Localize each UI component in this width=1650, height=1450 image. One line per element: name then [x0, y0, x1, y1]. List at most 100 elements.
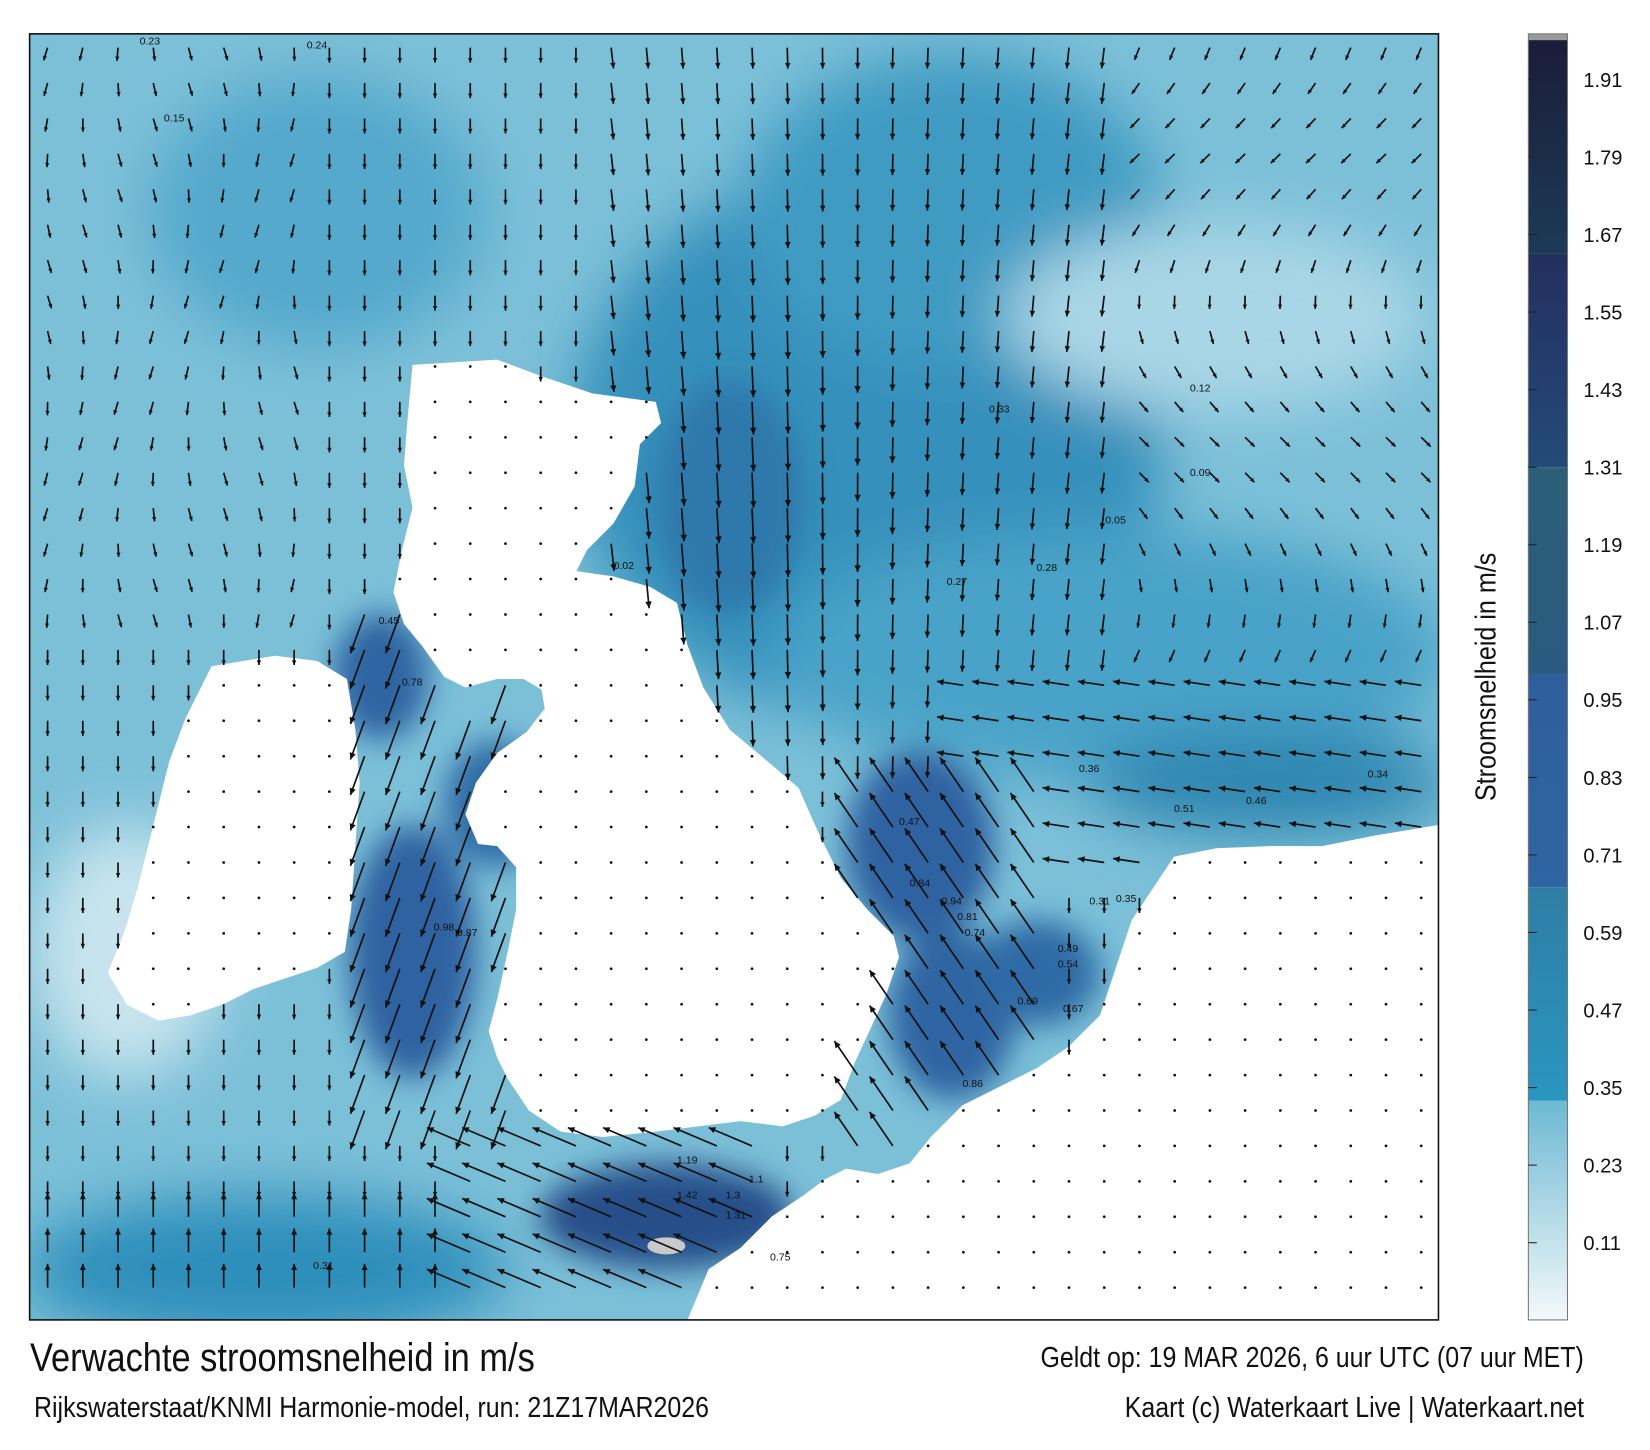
current-arrowhead [1277, 623, 1282, 628]
land-grid-dot [644, 1002, 648, 1006]
current-arrowhead [1415, 55, 1420, 60]
current-arrowhead [1240, 268, 1245, 273]
current-arrowhead [889, 772, 896, 779]
land-grid-dot [1419, 967, 1423, 971]
current-arrowhead [79, 91, 84, 97]
current-arrowhead [432, 341, 438, 347]
land-grid-dot [1278, 1250, 1282, 1254]
map-area[interactable]: 0.23 0.240.150.310.450.780.98 0.870.840.94… [21, 33, 1449, 1343]
current-arrowhead [820, 802, 825, 807]
current-arrow [349, 933, 366, 973]
current-arrowhead [255, 1228, 262, 1235]
current-value-label: 1.31 [726, 1209, 747, 1221]
current-arrowhead [462, 1162, 470, 1169]
current-arrowhead [1345, 268, 1350, 273]
current-arrowhead [1394, 750, 1402, 757]
current-arrowhead [714, 278, 722, 286]
land-grid-dot [680, 931, 683, 935]
current-arrowhead [83, 268, 88, 273]
current-arrow [708, 1162, 753, 1183]
current-arrowhead [1029, 558, 1036, 565]
current-arrowhead [1241, 623, 1246, 628]
land-grid-dot [468, 400, 472, 404]
current-arrowhead [1064, 204, 1071, 211]
land-grid-dot [680, 896, 683, 900]
current-arrowhead [940, 757, 947, 765]
land-grid-dot [1102, 1215, 1106, 1219]
current-arrowhead [80, 731, 86, 736]
land-grid-dot [257, 683, 261, 687]
current-arrowhead [1206, 623, 1211, 628]
current-arrowhead [679, 278, 687, 285]
current-arrowhead [924, 240, 931, 247]
current-arrowhead [188, 516, 193, 522]
land-grid-dot [292, 896, 296, 900]
current-arrowhead [673, 1127, 681, 1134]
land-grid-dot [1243, 896, 1247, 900]
current-arrowhead [715, 638, 722, 646]
current-arrowhead [115, 766, 121, 772]
current-arrowhead [1387, 550, 1392, 556]
current-arrowhead [115, 731, 121, 736]
current-arrowhead [1143, 514, 1148, 519]
current-arrowhead [151, 1050, 156, 1055]
current-arrowhead [994, 275, 1001, 282]
land-grid-dot [644, 1109, 648, 1112]
current-arrowhead [1306, 194, 1312, 200]
current-arrowhead [1139, 339, 1144, 344]
current-arrowhead [490, 716, 497, 725]
land-grid-dot [680, 1073, 683, 1077]
current-arrowhead [1179, 442, 1185, 447]
current-arrowhead [1341, 123, 1347, 129]
current-arrowhead [1412, 194, 1417, 200]
current-arrow [939, 969, 965, 1005]
current-arrow [461, 1162, 506, 1183]
land-grid-dot [327, 931, 331, 935]
current-arrow [349, 826, 366, 867]
current-arrowhead [749, 242, 756, 249]
land-grid-dot [1102, 1109, 1106, 1112]
current-arrowhead [1144, 477, 1149, 483]
current-arrowhead [749, 134, 756, 140]
current-arrowhead [290, 126, 295, 132]
current-arrowhead [397, 447, 403, 453]
land-grid-dot [187, 825, 190, 829]
current-arrow [637, 1126, 682, 1147]
current-arrowhead [679, 205, 686, 212]
current-arrowhead [327, 270, 332, 276]
current-arrowhead [79, 1263, 86, 1271]
land-grid-dot [433, 542, 437, 545]
current-arrowhead [904, 863, 912, 872]
current-value-label: 0.67 [1063, 1003, 1084, 1015]
current-value-label: 1.42 [677, 1189, 698, 1201]
current-arrowhead [994, 594, 1001, 601]
current-arrowhead [645, 531, 652, 539]
current-arrowhead [819, 62, 826, 69]
land-grid-dot [609, 825, 613, 829]
current-arrow [497, 1197, 542, 1218]
current-arrowhead [1425, 514, 1430, 519]
current-arrowhead [1134, 268, 1139, 273]
current-arrowhead [645, 277, 651, 284]
land-grid-dot [680, 648, 683, 652]
current-arrowhead [1247, 373, 1252, 379]
current-arrow [1009, 934, 1035, 970]
current-arrowhead [384, 964, 391, 973]
current-arrowhead [80, 837, 86, 843]
colorbar-band [1528, 34, 1568, 254]
current-arrowhead [79, 410, 84, 415]
current-arrowhead [538, 235, 543, 240]
current-arrowhead [638, 1198, 646, 1205]
current-arrowhead [1200, 123, 1206, 129]
current-arrowhead [1425, 407, 1430, 413]
current-arrowhead [714, 62, 721, 69]
current-arrowhead [1066, 908, 1072, 913]
current-arrowhead [1169, 657, 1173, 663]
current-arrowhead [1204, 657, 1209, 663]
current-arrowhead [959, 595, 966, 602]
land-grid-dot [821, 1179, 824, 1183]
current-arrowhead [1129, 158, 1135, 164]
current-arrowhead [1099, 452, 1106, 459]
current-arrowhead [223, 445, 228, 451]
current-arrowhead [45, 410, 50, 416]
